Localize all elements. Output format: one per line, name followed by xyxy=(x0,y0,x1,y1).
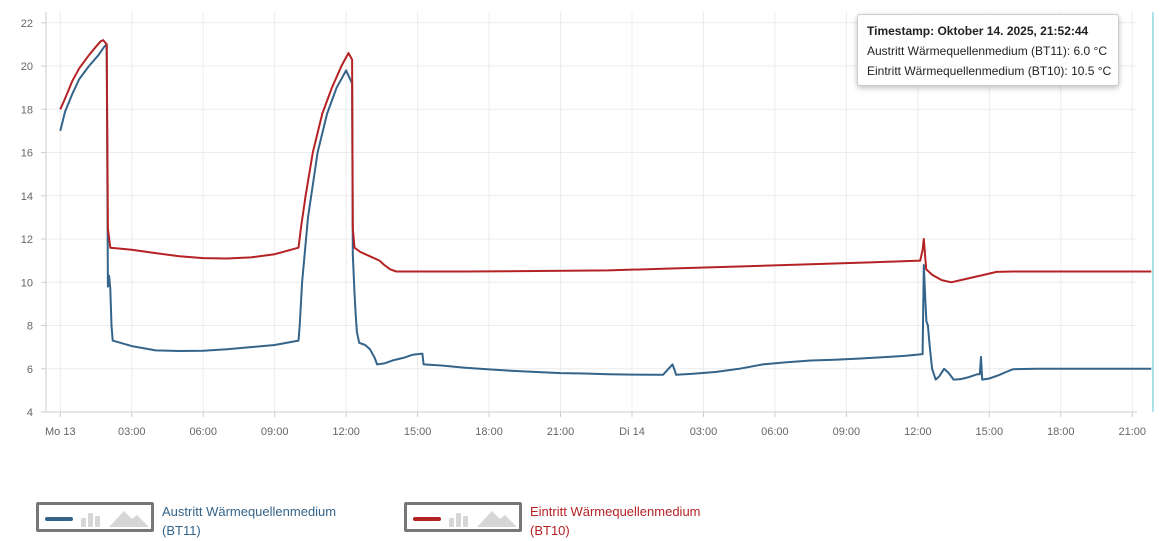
y-tick-label: 6 xyxy=(27,364,33,376)
chart-grid xyxy=(46,12,1137,412)
x-tick-label: 03:00 xyxy=(690,426,718,438)
tooltip-line-bt11: Austritt Wärmequellenmedium (BT11): 6.0 … xyxy=(867,44,1107,58)
y-tick-label: 16 xyxy=(21,148,33,160)
y-tick-label: 14 xyxy=(21,191,33,203)
chart-axes: 4 6 8 10 12 14 16 18 20 22 Mo 13 03:00 06:00 09:00 12:… xyxy=(21,12,1146,438)
tooltip-line-bt10: Eintritt Wärmequellenmedium (BT10): 10.5… xyxy=(867,64,1112,78)
legend-label-bt10: Eintritt Wärmequellenmedium (BT10) xyxy=(530,504,701,538)
y-tick-label: 20 xyxy=(21,61,33,73)
area-chart-icon xyxy=(109,511,149,527)
legend-swatch-bt10 xyxy=(413,517,441,521)
bar-chart-icon xyxy=(81,511,105,527)
x-tick-label: 06:00 xyxy=(189,426,217,438)
x-tick-label: 18:00 xyxy=(475,426,503,438)
y-tick-label: 10 xyxy=(21,277,33,289)
bar-chart-icon xyxy=(449,511,473,527)
legend-series-icon xyxy=(36,502,154,532)
legend-item-bt10[interactable]: Eintritt Wärmequellenmedium (BT10) xyxy=(404,502,730,540)
y-tick-label: 8 xyxy=(27,321,33,333)
y-tick-label: 12 xyxy=(21,234,33,246)
x-tick-label: 03:00 xyxy=(118,426,146,438)
x-tick-label: 12:00 xyxy=(332,426,360,438)
x-tick-label: 12:00 xyxy=(904,426,932,438)
series-line-bt10 xyxy=(59,39,1152,284)
legend-swatch-bt11 xyxy=(45,517,73,521)
x-tick-label: 18:00 xyxy=(1047,426,1075,438)
x-tick-label: 06:00 xyxy=(761,426,789,438)
legend-item-bt11[interactable]: Austritt Wärmequellenmedium (BT11) xyxy=(36,502,362,540)
x-tick-label: Di 14 xyxy=(619,426,645,438)
x-tick-label: 21:00 xyxy=(547,426,575,438)
x-tick-label: 09:00 xyxy=(833,426,861,438)
chart-series xyxy=(59,39,1152,381)
line-chart: 4 6 8 10 12 14 16 18 20 22 Mo 13 03:00 06:00 09:00 12:… xyxy=(21,12,1154,438)
legend-series-icon xyxy=(404,502,522,532)
x-tick-label: Mo 13 xyxy=(45,426,76,438)
x-tick-label: 15:00 xyxy=(404,426,432,438)
y-tick-label: 18 xyxy=(21,104,33,116)
series-line-bt11 xyxy=(59,43,1152,381)
x-tick-label: 21:00 xyxy=(1118,426,1146,438)
x-tick-label: 15:00 xyxy=(976,426,1004,438)
area-chart-icon xyxy=(477,511,517,527)
tooltip-timestamp: Timestamp: Oktober 14. 2025, 21:52:44 xyxy=(867,24,1089,38)
y-tick-label: 4 xyxy=(27,407,33,419)
legend-label-bt11: Austritt Wärmequellenmedium (BT11) xyxy=(162,504,337,538)
x-tick-label: 09:00 xyxy=(261,426,289,438)
y-tick-label: 22 xyxy=(21,18,33,30)
chart-tooltip: Timestamp: Oktober 14. 2025, 21:52:44 Au… xyxy=(857,14,1119,86)
